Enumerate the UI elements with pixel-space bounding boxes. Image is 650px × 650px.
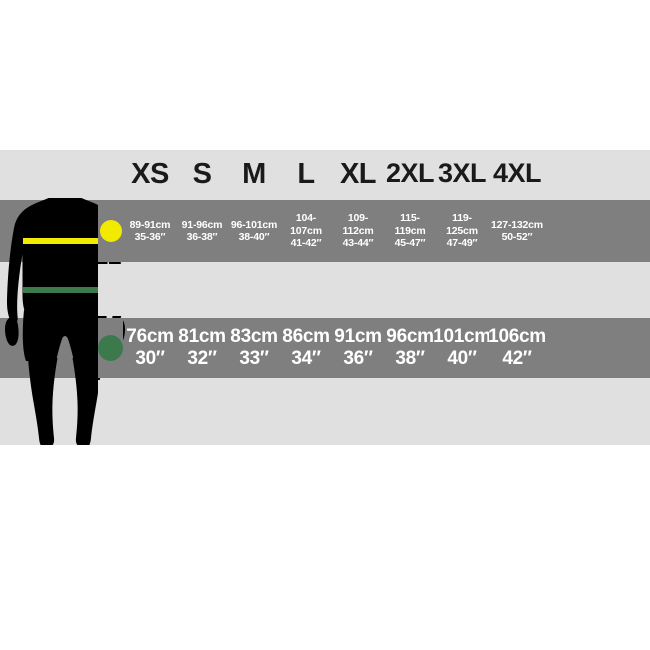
chest-cm-m: 96-101cm: [230, 218, 278, 231]
chest-marker-cell: [98, 200, 123, 262]
waist-cell-m: 83cm 33″: [229, 318, 279, 378]
waist-cell-3xl: 101cm 40″: [433, 318, 491, 378]
waist-in-4xl: 42″: [502, 348, 532, 369]
chest-cell-xs: 89-91cm 35-36″: [125, 200, 175, 262]
chest-cell-s: 91-96cm 36-38″: [177, 200, 227, 262]
bottom-cell-m: [229, 380, 279, 445]
chest-in-xl: 43-44″: [342, 237, 374, 250]
chest-in-xs: 35-36″: [134, 231, 166, 243]
yellow-dot-icon: [99, 220, 122, 242]
chest-cell-l: 104-107cm 41-42″: [281, 200, 331, 262]
waist-cell-2xl: 96cm 38″: [385, 318, 435, 378]
waist-in-s: 32″: [187, 348, 217, 369]
chest-in-s: 36-38″: [186, 231, 218, 243]
size-label-4xl: 4XL: [492, 158, 542, 189]
size-label-2xl: 2XL: [385, 158, 435, 189]
waist-in-2xl: 38″: [395, 348, 425, 369]
bottom-cell-xl: [333, 380, 383, 445]
chest-cm-s: 91-96cm: [181, 218, 223, 231]
waist-cm-3xl: 101cm: [433, 325, 491, 347]
chest-in-3xl: 47-49″: [446, 237, 478, 250]
waist-cm-xs: 76cm: [126, 325, 174, 347]
header-cell-4xl: 4XL: [489, 150, 650, 198]
spacer-cell-l: [281, 264, 331, 316]
waist-in-3xl: 40″: [447, 348, 477, 369]
chest-cm-xl: 109-112cm: [342, 212, 374, 237]
waist-cell-s: 81cm 32″: [177, 318, 227, 378]
waist-in-m: 33″: [239, 348, 269, 369]
chest-in-4xl: 50-52″: [501, 231, 533, 243]
waist-cell-xs: 76cm 30″: [125, 318, 175, 378]
waist-in-xl: 36″: [343, 348, 373, 369]
chest-cell-xl: 109-112cm 43-44″: [333, 200, 383, 262]
chest-cm-l: 104-107cm: [290, 212, 322, 237]
waist-cm-2xl: 96cm: [386, 325, 434, 347]
size-label-m: M: [242, 157, 266, 190]
size-label-l: L: [297, 157, 315, 190]
chest-cm-3xl: 119-125cm: [446, 212, 478, 237]
waist-cm-s: 81cm: [178, 325, 226, 347]
size-label-3xl: 3XL: [437, 158, 487, 189]
green-dot-icon: [98, 335, 123, 361]
spacer-cell-xl: [333, 264, 383, 316]
header-cell-xl: XL: [333, 150, 383, 198]
header-cell-2xl: 2XL: [385, 150, 435, 198]
size-label-xs: XS: [131, 157, 169, 190]
waist-cm-4xl: 106cm: [488, 325, 546, 347]
size-label-s: S: [192, 157, 212, 190]
waist-cell-xl: 91cm 36″: [333, 318, 383, 378]
chest-cm-2xl: 115-119cm: [394, 212, 426, 237]
header-cell-xs: XS: [125, 150, 175, 198]
chest-in-2xl: 45-47″: [394, 237, 426, 250]
bottom-cell-4xl: [489, 380, 650, 445]
waist-cm-m: 83cm: [230, 325, 278, 347]
waist-marker-cell: [98, 318, 123, 378]
waist-cell-4xl: 106cm 42″: [488, 318, 650, 378]
spacer-cell-4xl: [489, 264, 650, 316]
header-cell-3xl: 3XL: [437, 150, 487, 198]
chest-cm-4xl: 127-132cm: [491, 218, 543, 231]
chest-cell-4xl: 127-132cm 50-52″: [489, 200, 650, 262]
bottom-cell-s: [177, 380, 227, 445]
spacer-cell-m: [229, 264, 279, 316]
waist-in-l: 34″: [291, 348, 321, 369]
spacer-cell-3xl: [437, 264, 487, 316]
chest-cell-m: 96-101cm 38-40″: [229, 200, 279, 262]
spacer-cell-s: [177, 264, 227, 316]
bottom-marker-cell: [98, 380, 123, 445]
header-cell-m: M: [229, 150, 279, 198]
waist-in-xs: 30″: [135, 348, 165, 369]
size-label-xl: XL: [339, 157, 377, 190]
header-cell-marker: [98, 150, 123, 198]
bottom-cell-xs: [125, 380, 175, 445]
waist-cm-l: 86cm: [282, 325, 330, 347]
waist-cell-l: 86cm 34″: [281, 318, 331, 378]
spacer-cell-xs: [125, 264, 175, 316]
bottom-cell-3xl: [437, 380, 487, 445]
bottom-cell-2xl: [385, 380, 435, 445]
size-chart-grid: XS S M L XL 2XL 3XL 4XL 89-91cm: [0, 150, 650, 445]
chest-in-l: 41-42″: [290, 237, 322, 250]
chest-cell-2xl: 115-119cm 45-47″: [385, 200, 435, 262]
header-cell-l: L: [281, 150, 331, 198]
chest-cm-xs: 89-91cm: [129, 218, 171, 231]
header-cell-figure: [0, 150, 96, 198]
chest-in-m: 38-40″: [238, 231, 270, 243]
chest-cell-3xl: 119-125cm 47-49″: [437, 200, 487, 262]
header-cell-s: S: [177, 150, 227, 198]
bottom-cell-l: [281, 380, 331, 445]
spacer-marker-cell: [98, 264, 123, 316]
spacer-cell-2xl: [385, 264, 435, 316]
waist-cm-xl: 91cm: [334, 325, 382, 347]
